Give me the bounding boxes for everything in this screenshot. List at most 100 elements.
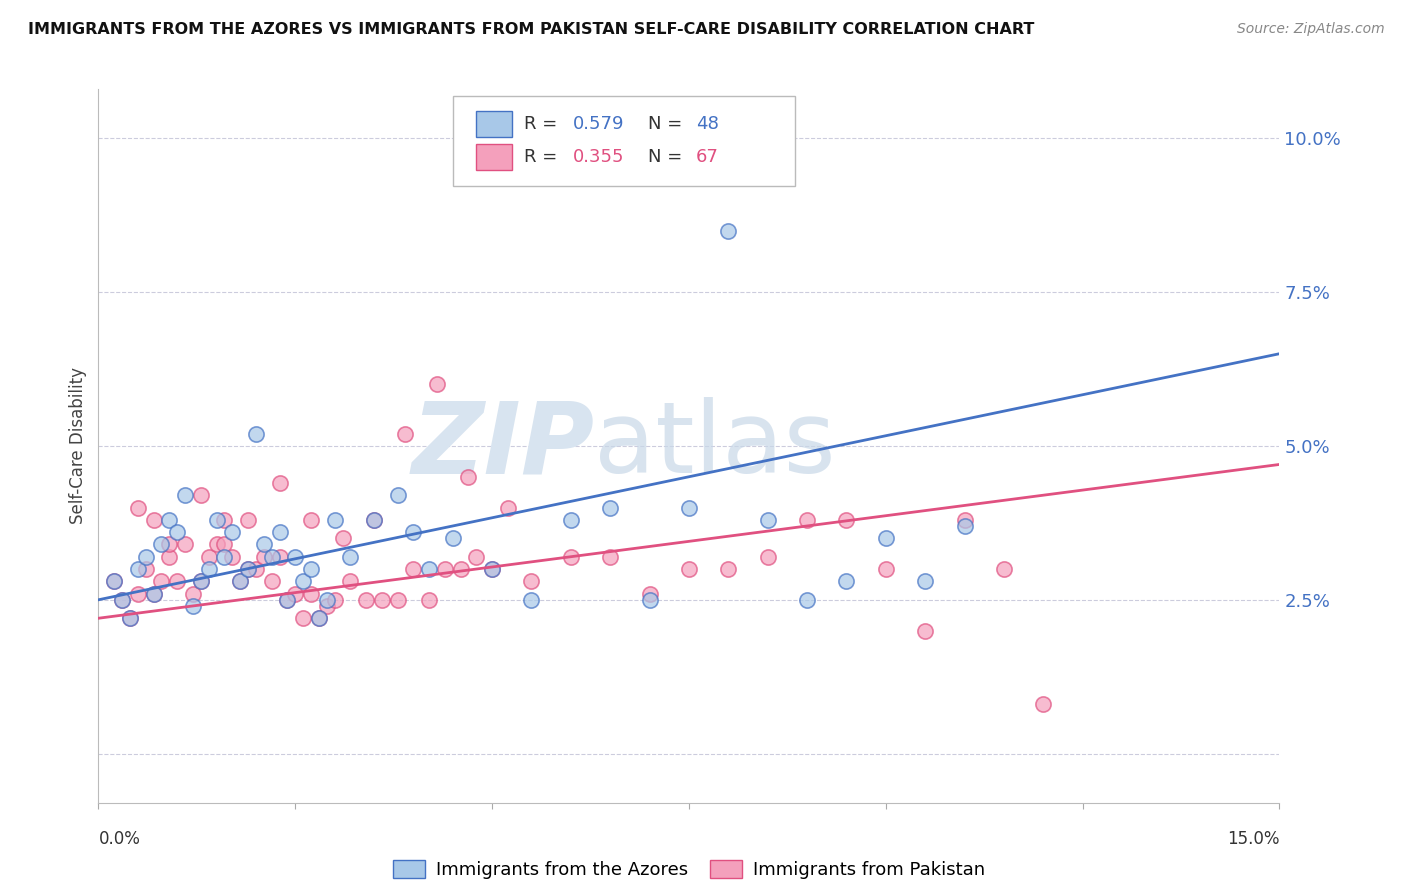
Point: [197, 549, 219, 564]
Point: [245, 562, 267, 576]
Point: [166, 525, 188, 540]
Point: [150, 537, 173, 551]
Point: [236, 562, 259, 576]
Text: R =: R =: [523, 148, 562, 166]
Point: [520, 574, 543, 589]
Point: [142, 587, 165, 601]
Point: [394, 426, 416, 441]
Point: [118, 611, 141, 625]
Point: [292, 574, 315, 589]
Point: [118, 611, 141, 625]
Point: [1032, 698, 1054, 712]
Point: [284, 587, 307, 601]
Point: [135, 549, 157, 564]
Point: [190, 574, 212, 589]
Point: [339, 549, 361, 564]
Text: 48: 48: [696, 115, 718, 133]
Text: 0.0%: 0.0%: [98, 830, 141, 847]
Point: [190, 488, 212, 502]
Point: [142, 513, 165, 527]
Text: 0.579: 0.579: [574, 115, 624, 133]
Point: [638, 592, 661, 607]
Point: [236, 513, 259, 527]
Point: [127, 587, 149, 601]
Point: [174, 537, 197, 551]
Point: [127, 562, 149, 576]
Point: [323, 592, 346, 607]
FancyBboxPatch shape: [477, 145, 512, 169]
Point: [221, 525, 243, 540]
Point: [253, 549, 276, 564]
Point: [214, 537, 236, 551]
Point: [181, 599, 204, 613]
Point: [205, 537, 228, 551]
Point: [323, 513, 346, 527]
Point: [111, 592, 134, 607]
Point: [678, 500, 700, 515]
Point: [756, 513, 779, 527]
Point: [363, 513, 385, 527]
Point: [496, 500, 519, 515]
Point: [835, 574, 858, 589]
Point: [157, 513, 180, 527]
Point: [214, 549, 236, 564]
Point: [315, 592, 337, 607]
Point: [402, 562, 425, 576]
Point: [433, 562, 456, 576]
Point: [371, 592, 394, 607]
Point: [875, 531, 897, 545]
Point: [181, 587, 204, 601]
Point: [638, 587, 661, 601]
Point: [260, 549, 283, 564]
Point: [914, 624, 936, 638]
Text: N =: N =: [648, 115, 688, 133]
Point: [387, 592, 409, 607]
Text: IMMIGRANTS FROM THE AZORES VS IMMIGRANTS FROM PAKISTAN SELF-CARE DISABILITY CORR: IMMIGRANTS FROM THE AZORES VS IMMIGRANTS…: [28, 22, 1035, 37]
Point: [426, 377, 449, 392]
Point: [190, 574, 212, 589]
Point: [269, 475, 291, 490]
Point: [678, 562, 700, 576]
Point: [560, 549, 582, 564]
Point: [253, 537, 276, 551]
Point: [363, 513, 385, 527]
Point: [269, 525, 291, 540]
Point: [387, 488, 409, 502]
Point: [150, 574, 173, 589]
Point: [135, 562, 157, 576]
Point: [221, 549, 243, 564]
Text: ZIP: ZIP: [412, 398, 595, 494]
Point: [157, 549, 180, 564]
Point: [441, 531, 464, 545]
Point: [308, 611, 330, 625]
Point: [292, 611, 315, 625]
Point: [481, 562, 503, 576]
Point: [276, 592, 298, 607]
Point: [127, 500, 149, 515]
Point: [418, 562, 440, 576]
Point: [560, 513, 582, 527]
Point: [197, 562, 219, 576]
Point: [214, 513, 236, 527]
Text: atlas: atlas: [595, 398, 837, 494]
Point: [418, 592, 440, 607]
Point: [276, 592, 298, 607]
Point: [481, 562, 503, 576]
Point: [875, 562, 897, 576]
Point: [457, 469, 479, 483]
Text: 67: 67: [696, 148, 718, 166]
Point: [717, 562, 740, 576]
Point: [339, 574, 361, 589]
Point: [236, 562, 259, 576]
Point: [229, 574, 252, 589]
Point: [315, 599, 337, 613]
Legend: Immigrants from the Azores, Immigrants from Pakistan: Immigrants from the Azores, Immigrants f…: [385, 853, 993, 887]
Point: [103, 574, 125, 589]
Point: [332, 531, 354, 545]
Point: [157, 537, 180, 551]
Point: [166, 574, 188, 589]
Text: Source: ZipAtlas.com: Source: ZipAtlas.com: [1237, 22, 1385, 37]
Point: [953, 519, 976, 533]
Point: [269, 549, 291, 564]
Point: [402, 525, 425, 540]
